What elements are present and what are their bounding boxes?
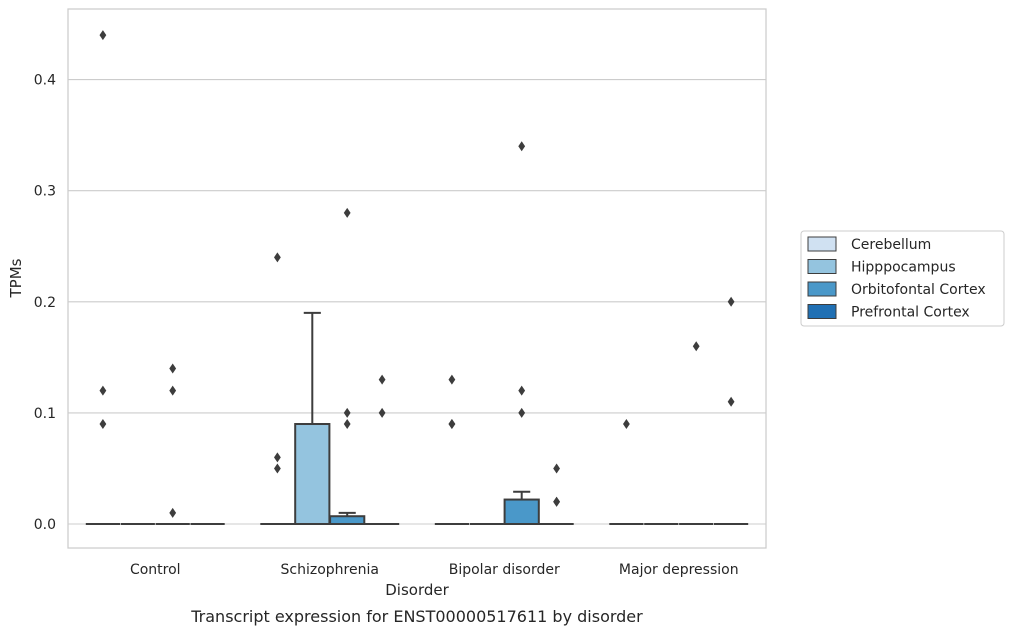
outlier-point: [169, 385, 177, 396]
y-tick-label: 0.1: [34, 406, 56, 422]
x-tick-label: Control: [130, 562, 181, 578]
outlier-point: [169, 363, 177, 374]
box: [539, 463, 574, 525]
x-tick-label: Schizophrenia: [281, 562, 379, 578]
outlier-point: [343, 419, 351, 430]
legend-swatch: [807, 259, 837, 274]
outlier-point: [518, 141, 526, 152]
x-tick-label: Bipolar disorder: [449, 562, 560, 578]
y-axis-title: TPMs: [7, 258, 25, 298]
outlier-point: [692, 341, 700, 352]
box: [329, 207, 366, 526]
box: [679, 341, 714, 525]
y-tick-label: 0.4: [34, 73, 56, 89]
outlier-point: [727, 396, 735, 407]
outlier-point: [274, 452, 281, 463]
x-axis-title: Disorder: [385, 581, 449, 599]
series-cerebellum: [85, 30, 644, 525]
outlier-point: [99, 30, 107, 41]
outlier-point: [99, 385, 107, 396]
outlier-point: [169, 507, 177, 518]
legend-label: Hipppocampus: [851, 260, 956, 276]
y-tick-label: 0.3: [34, 184, 56, 200]
series-orbitofontal-cortex: [155, 141, 714, 526]
outlier-point: [553, 463, 560, 474]
series-hipppocampus: [120, 311, 679, 526]
box: [260, 252, 295, 525]
outlier-point: [343, 207, 351, 218]
outlier-point: [518, 385, 526, 396]
box: [85, 30, 121, 525]
y-tick-label: 0.0: [34, 517, 56, 533]
legend-label: Orbitofontal Cortex: [851, 282, 986, 298]
box: [364, 374, 400, 525]
y-axis: 0.0 0.1 0.2 0.3 0.4: [34, 73, 56, 533]
outlier-point: [727, 296, 735, 307]
series-prefrontal-cortex: [190, 296, 749, 525]
outlier-point: [378, 374, 386, 385]
box-body: [294, 423, 331, 526]
outlier-point: [623, 419, 630, 430]
legend-swatch: [807, 236, 837, 252]
chart-caption: Transcript expression for ENST0000051761…: [190, 607, 643, 626]
legend-label: Cerebellum: [851, 237, 931, 253]
legend-swatch: [807, 304, 837, 319]
outlier-point: [274, 252, 281, 263]
outlier-point: [99, 419, 107, 430]
legend-frame: [800, 230, 1005, 327]
y-tick-label: 0.2: [34, 295, 56, 311]
box-series-group: [85, 30, 749, 526]
legend-swatch: [807, 281, 837, 297]
legend: Cerebellum Hipppocampus Orbitofontal Corte…: [800, 230, 1005, 327]
outlier-point: [343, 407, 351, 418]
outlier-point: [274, 463, 281, 474]
box: [609, 419, 644, 525]
outlier-point: [378, 407, 386, 418]
box-body: [503, 498, 540, 526]
box-body: [329, 515, 366, 526]
box: [155, 363, 190, 525]
outlier-point: [448, 374, 456, 385]
box: [713, 296, 749, 525]
box: [434, 374, 470, 525]
outlier-point: [448, 419, 456, 430]
legend-label: Prefrontal Cortex: [851, 305, 970, 321]
outlier-point: [553, 496, 560, 507]
x-axis: Control Schizophrenia Bipolar disorder Majo…: [130, 562, 739, 578]
outlier-point: [518, 407, 526, 418]
box: [294, 311, 331, 526]
x-tick-label: Major depression: [619, 562, 739, 578]
plot-area: [67, 8, 767, 549]
box: [503, 141, 540, 526]
